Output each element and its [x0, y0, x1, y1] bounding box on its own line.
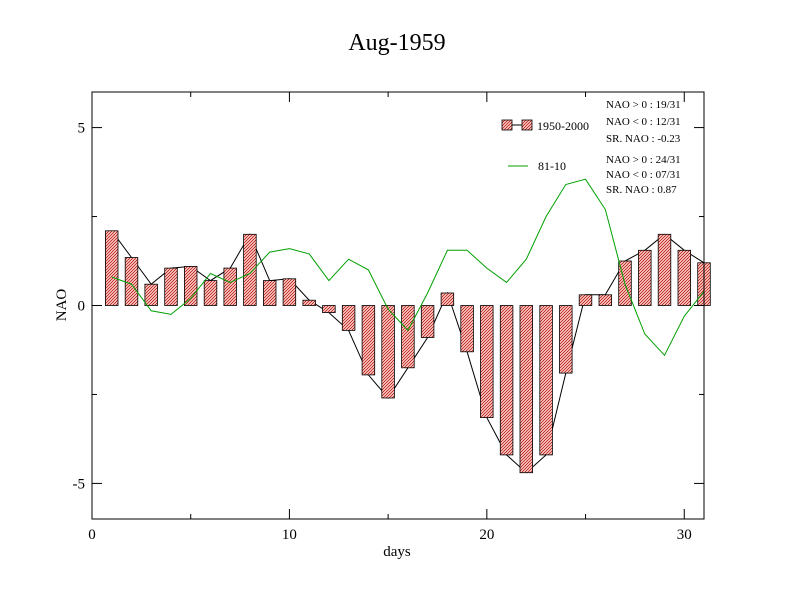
bar — [657, 233, 672, 306]
legend-swatch-1950-2000-left — [501, 119, 513, 131]
bar — [460, 305, 474, 353]
stat-line: SR. NAO : -0.23 — [606, 133, 681, 145]
bar — [499, 305, 514, 456]
bar — [401, 305, 415, 369]
bar — [105, 230, 119, 306]
y-tick-label: 0 — [78, 299, 86, 315]
bar — [183, 265, 198, 306]
bar — [420, 305, 435, 338]
stat-line: NAO < 0 : 07/31 — [606, 169, 681, 181]
bar — [341, 305, 356, 331]
bar — [440, 292, 455, 306]
x-tick-label: 20 — [479, 527, 494, 543]
x-tick-label: 10 — [282, 527, 297, 543]
bar — [223, 267, 237, 306]
bar — [243, 233, 257, 306]
bar — [381, 305, 395, 399]
bar — [578, 294, 593, 306]
legend-label-81-10: 81-10 — [538, 159, 566, 173]
bar — [361, 305, 376, 376]
bar — [677, 249, 692, 306]
bar — [559, 305, 573, 374]
legend: 1950-2000 81-10 NAO > 0 : 19/31 NAO < 0 … — [501, 99, 681, 196]
bar — [322, 305, 336, 313]
legend-label-1950-2000: 1950-2000 — [537, 119, 589, 133]
bar — [302, 299, 316, 306]
bar — [164, 267, 178, 306]
axes: 0 10 20 30 -5 0 5 — [73, 92, 704, 543]
stat-line: NAO > 0 : 19/31 — [606, 99, 681, 111]
stat-line: NAO < 0 : 12/31 — [606, 116, 681, 128]
bar — [519, 305, 534, 474]
chart-title: Aug-1959 — [348, 30, 445, 56]
y-tick-label: 5 — [78, 121, 86, 137]
bar — [539, 305, 553, 456]
legend-swatch-1950-2000-right — [521, 119, 533, 131]
bar — [480, 305, 494, 418]
x-axis-label: days — [383, 544, 411, 560]
plot-area — [105, 178, 711, 474]
series-line-81-10 — [111, 178, 705, 357]
bar — [262, 280, 277, 306]
y-tick-label: -5 — [73, 476, 86, 492]
x-tick-label: 30 — [677, 527, 692, 543]
bar — [282, 278, 297, 306]
bar — [638, 249, 652, 306]
bar — [144, 283, 158, 306]
y-axis-label: NAO — [54, 289, 70, 322]
bar — [124, 257, 139, 306]
bar — [598, 294, 613, 306]
bar — [203, 280, 218, 306]
x-tick-label: 0 — [88, 527, 96, 543]
stat-line: NAO > 0 : 24/31 — [606, 154, 681, 166]
stat-line: SR. NAO : 0.87 — [606, 184, 677, 196]
